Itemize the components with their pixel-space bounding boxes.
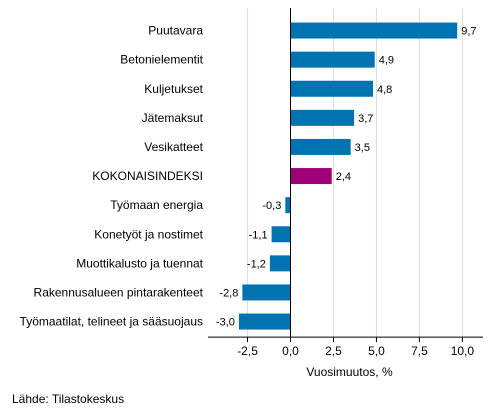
x-tick-label: 5,0 <box>368 344 385 358</box>
value-label: -3,0 <box>216 317 235 329</box>
value-label: 4,9 <box>379 55 394 67</box>
category-label: Rakennusalueen pintarakenteet <box>34 285 204 299</box>
x-tick-label: 2,5 <box>325 344 342 358</box>
bar <box>242 284 291 301</box>
category-label: Kuljetukset <box>144 82 203 96</box>
value-label: 2,4 <box>336 171 351 183</box>
bar <box>285 197 291 214</box>
value-label: -2,8 <box>219 287 238 299</box>
category-label: Työmaatilat, telineet ja sääsuojaus <box>20 315 203 329</box>
value-label: 9,7 <box>461 26 476 38</box>
category-label: Vesikatteet <box>144 140 203 154</box>
x-tick-label: 7,5 <box>411 344 428 358</box>
bar <box>290 109 355 126</box>
x-tick-label: 10,0 <box>451 344 475 358</box>
bar <box>271 226 291 243</box>
x-tick-label: -2,5 <box>237 344 258 358</box>
category-label: Betonielementit <box>120 53 203 67</box>
bar <box>290 51 375 68</box>
x-tick-labels: -2,5 0,0 2,5 5,0 7,5 10,0 <box>237 337 474 358</box>
bar <box>290 138 351 155</box>
bar <box>290 168 332 185</box>
bar <box>238 313 291 330</box>
category-label: Työmaan energia <box>110 198 203 212</box>
x-axis-title: Vuosimuutos, % <box>306 365 393 379</box>
bar <box>290 22 458 39</box>
bar <box>269 255 291 272</box>
category-label: Muottikalusto ja tuennat <box>76 256 203 270</box>
source-note: Lähde: Tilastokeskus <box>12 392 125 406</box>
x-tick-label: 0,0 <box>282 344 299 358</box>
category-label: Puutavara <box>148 24 203 38</box>
category-label: Jätemaksut <box>142 111 204 125</box>
value-label: -1,1 <box>249 229 268 241</box>
category-labels: Puutavara Betonielementit Kuljetukset Jätem… <box>20 24 204 329</box>
value-label: 3,7 <box>358 113 373 125</box>
value-label: -1,2 <box>247 258 266 270</box>
value-label: 3,5 <box>355 142 370 154</box>
category-label: Konetyöt ja nostimet <box>94 227 203 241</box>
bars <box>238 22 458 330</box>
value-label: 4,8 <box>377 84 392 96</box>
bar <box>290 80 373 97</box>
value-label: -0,3 <box>262 200 281 212</box>
value-labels: 9,7 4,9 4,8 3,7 3,5 2,4 -0,3 -1,1 -1,2 -2,8 -3,0 <box>216 26 477 329</box>
category-label: KOKONAISINDEKSI <box>92 169 203 183</box>
